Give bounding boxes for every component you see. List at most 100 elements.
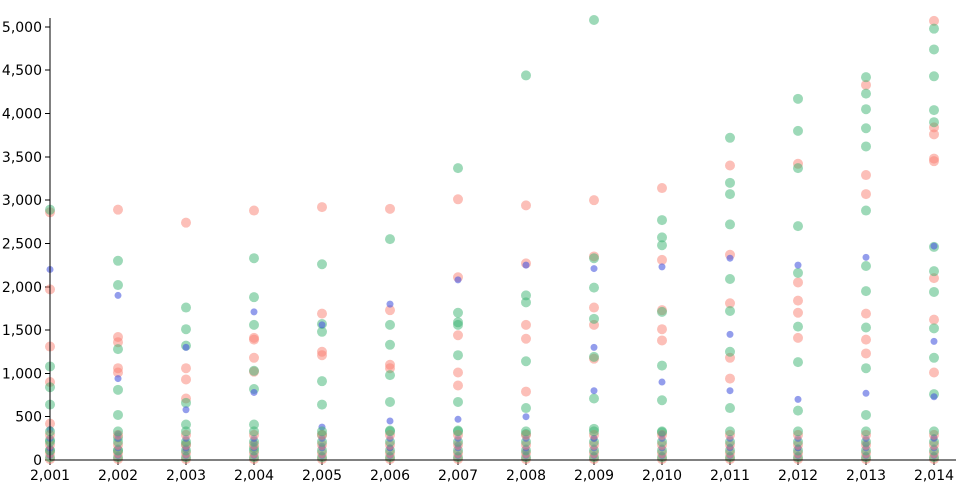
data-point: [929, 266, 939, 277]
data-point: [657, 240, 667, 251]
data-point: [590, 265, 598, 273]
data-point: [861, 205, 871, 216]
data-point: [318, 321, 326, 329]
y-tick-label: 1,500: [2, 323, 42, 339]
data-point: [522, 413, 530, 421]
data-point: [929, 286, 939, 297]
x-tick-label: 2,012: [778, 468, 818, 484]
data-point: [114, 291, 122, 299]
data-point: [929, 23, 939, 34]
data-point: [861, 426, 871, 437]
data-point: [182, 406, 190, 414]
x-tick-label: 2,003: [166, 468, 206, 484]
data-point: [725, 160, 735, 171]
y-tick-label: 0: [33, 453, 42, 469]
data-point: [589, 313, 599, 324]
data-point: [861, 79, 871, 90]
data-point: [861, 104, 871, 115]
data-point: [725, 219, 735, 230]
data-point: [590, 387, 598, 395]
data-point: [657, 395, 667, 406]
data-point: [929, 273, 939, 284]
y-tick-label: 3,000: [2, 193, 42, 209]
data-point: [589, 302, 599, 313]
data-point: [793, 357, 803, 368]
data-point: [521, 290, 531, 301]
data-point: [182, 343, 190, 351]
data-point: [385, 396, 395, 407]
data-point: [385, 339, 395, 350]
data-point: [453, 307, 463, 318]
x-axis-ticks: 2,001 2,002 2,003 2,004 2,005 2,006 2,007 2,008…: [30, 460, 954, 484]
data-point: [521, 356, 531, 367]
data-point: [793, 307, 803, 318]
data-point: [861, 72, 871, 83]
y-axis-ticks: 0 500 1,000 1,500 2,000 2,500 3,000 3,500 4,000 4…: [2, 20, 50, 469]
data-point: [725, 189, 735, 200]
data-point: [929, 105, 939, 116]
data-point: [794, 261, 802, 269]
data-point: [725, 177, 735, 188]
data-point: [793, 267, 803, 278]
data-point: [385, 319, 395, 330]
data-point: [317, 350, 327, 361]
data-point: [521, 333, 531, 344]
data-point: [317, 426, 327, 437]
data-point: [317, 399, 327, 410]
data-point: [317, 326, 327, 337]
data-point: [930, 393, 938, 401]
data-point: [589, 195, 599, 206]
data-point: [590, 343, 598, 351]
data-point: [861, 363, 871, 374]
data-point: [385, 234, 395, 245]
data-point: [929, 117, 939, 128]
data-point: [861, 88, 871, 99]
data-point: [249, 365, 259, 376]
data-point: [453, 163, 463, 174]
data-point: [861, 170, 871, 181]
data-point: [861, 308, 871, 319]
data-point: [793, 221, 803, 232]
x-tick-label: 2,006: [370, 468, 410, 484]
data-point: [793, 295, 803, 306]
data-point: [930, 242, 938, 250]
data-point: [657, 215, 667, 226]
x-tick-label: 2,011: [710, 468, 750, 484]
data-point: [657, 324, 667, 335]
data-point: [929, 323, 939, 334]
data-point: [249, 292, 259, 303]
data-point: [317, 202, 327, 213]
data-point: [929, 352, 939, 363]
data-point: [793, 93, 803, 104]
data-point: [657, 360, 667, 371]
data-point: [113, 337, 123, 348]
data-point: [793, 321, 803, 332]
data-point: [521, 319, 531, 330]
data-point: [249, 205, 259, 216]
y-tick-label: 2,500: [2, 236, 42, 252]
data-point: [658, 378, 666, 386]
data-point: [386, 300, 394, 308]
data-point: [181, 397, 191, 408]
data-point: [249, 352, 259, 363]
data-point: [793, 163, 803, 174]
data-point: [521, 200, 531, 211]
data-point: [725, 346, 735, 357]
x-tick-label: 2,001: [30, 468, 70, 484]
data-point: [113, 409, 123, 420]
data-point: [793, 277, 803, 288]
data-point: [929, 44, 939, 55]
data-point: [317, 308, 327, 319]
data-point: [725, 403, 735, 414]
x-tick-label: 2,005: [302, 468, 342, 484]
data-point: [725, 298, 735, 309]
y-tick-label: 500: [15, 410, 42, 426]
data-point: [249, 419, 259, 430]
data-point: [385, 370, 395, 381]
data-point: [725, 426, 735, 437]
data-point: [589, 351, 599, 362]
data-point: [862, 253, 870, 261]
data-point: [386, 417, 394, 425]
data-point: [317, 259, 327, 270]
